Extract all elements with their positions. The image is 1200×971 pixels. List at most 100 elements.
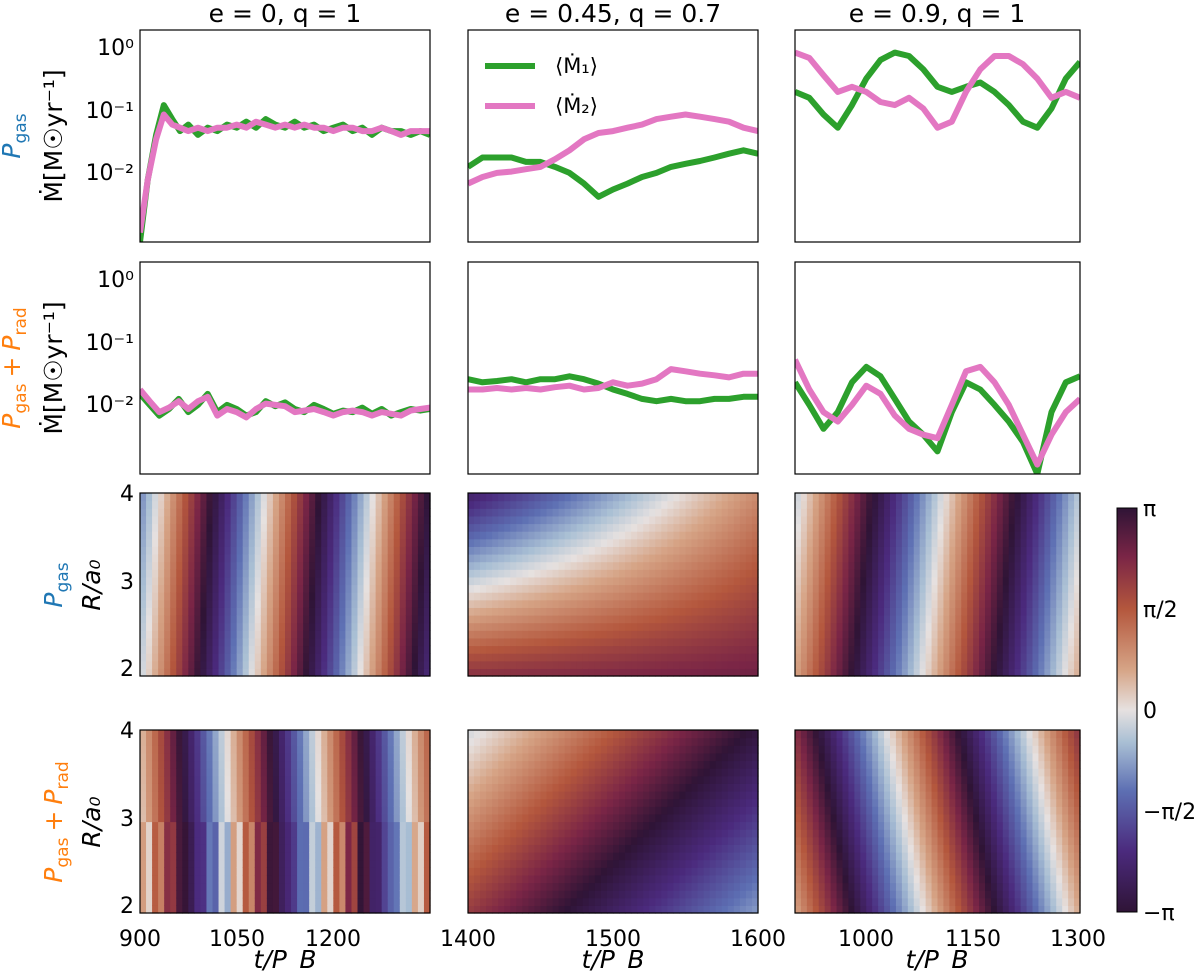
phase-cell [297, 561, 304, 570]
phase-cell [266, 852, 274, 861]
phase-cell [369, 615, 377, 624]
phase-cell [860, 493, 867, 502]
phase-cell [291, 882, 298, 891]
phase-cell [327, 768, 334, 777]
phase-cell [818, 645, 826, 654]
row-label-3-sub2: rad [53, 761, 73, 789]
phase-cell [667, 508, 675, 517]
phase-cell [297, 493, 304, 502]
phase-cell [399, 745, 407, 754]
phase-cell [212, 813, 220, 823]
phase-cell [393, 730, 401, 739]
phase-cell [309, 546, 316, 555]
phase-cell [393, 668, 401, 677]
phase-cell [739, 630, 747, 639]
phase-cell [411, 836, 419, 845]
phase-cell [528, 874, 536, 884]
phase-cell [949, 668, 956, 677]
phase-cell [516, 554, 523, 563]
phase-cell [1056, 493, 1063, 502]
phase-cell [236, 859, 244, 868]
phase-cell [901, 523, 909, 532]
phase-cell [498, 630, 505, 639]
phase-cell [333, 615, 340, 624]
phase-cell [357, 768, 365, 777]
phase-cell [194, 760, 202, 769]
phase-cell [266, 592, 274, 601]
phase-cell [242, 607, 250, 616]
phase-cell [363, 607, 371, 616]
phase-cell [1026, 660, 1034, 669]
phase-cell [480, 660, 487, 669]
phase-cell [212, 493, 220, 502]
phase-cell [333, 645, 340, 654]
phase-cell [164, 752, 171, 762]
phase-cell [218, 844, 226, 853]
phase-cell [727, 668, 735, 677]
phase-cell [1068, 508, 1075, 517]
phase-cell [266, 874, 274, 884]
phase-cell [1020, 653, 1028, 662]
phase-cell [996, 531, 1004, 540]
phase-cell [996, 668, 1004, 677]
phase-cell [164, 660, 171, 669]
phase-cell [739, 531, 747, 540]
phase-cell [468, 561, 475, 570]
phase-cell [188, 538, 195, 547]
phase-cell [152, 584, 159, 593]
phase-cell [369, 844, 377, 853]
phase-cell [387, 637, 395, 647]
phase-cell [546, 615, 554, 624]
phase-cell [468, 538, 475, 547]
phase-cell [357, 660, 365, 669]
phase-cell [315, 622, 322, 631]
phase-cell [842, 592, 850, 601]
row-label-3-sub: gas [53, 837, 73, 867]
phase-cell [486, 500, 493, 509]
phase-cell [152, 592, 159, 601]
phase-cell [1056, 515, 1063, 525]
phase-cell [369, 798, 377, 807]
phase-cell [1062, 576, 1069, 586]
phase-cell [564, 561, 572, 570]
phase-cell [272, 852, 280, 861]
phase-cell [890, 493, 897, 502]
phase-cell [739, 592, 747, 601]
phase-cell [745, 599, 753, 608]
phase-cell [254, 500, 262, 509]
ytick-1e-1: 10⁻¹ [86, 99, 134, 124]
phase-cell [498, 798, 505, 807]
phase-cell [949, 531, 956, 540]
phase-cell [1020, 515, 1028, 525]
phase-cell [1020, 546, 1028, 555]
accretion-yticks-row0: 10⁰ 10⁻¹ 10⁻² [86, 36, 135, 186]
phase-cell [745, 538, 753, 547]
phase-cell [423, 599, 431, 608]
phase-cell [878, 637, 885, 647]
phase-cell [423, 637, 431, 647]
phase-cell [333, 852, 340, 861]
phase-cell [321, 531, 328, 540]
phase-cell [1026, 554, 1034, 563]
phase-cell [393, 791, 401, 800]
phase-cell [188, 791, 195, 800]
phase-cell [727, 607, 735, 616]
phase-cell [745, 653, 753, 662]
phase-cell [393, 806, 401, 815]
phase-cell [818, 630, 826, 639]
phase-cell [504, 874, 511, 884]
phase-cell [709, 508, 717, 517]
phase-cell [673, 500, 681, 509]
phase-cell [381, 637, 389, 647]
phase-cell [540, 867, 548, 876]
phase-cell [480, 897, 487, 906]
phase-cell [516, 752, 523, 762]
phase-cell [745, 630, 753, 639]
phase-cell [200, 493, 208, 502]
phase-cell [170, 874, 177, 884]
phase-cell [842, 561, 850, 570]
phase-cell [1068, 668, 1075, 677]
phase-cell [194, 653, 202, 662]
phase-cell [540, 637, 548, 647]
phase-cell [937, 607, 945, 616]
